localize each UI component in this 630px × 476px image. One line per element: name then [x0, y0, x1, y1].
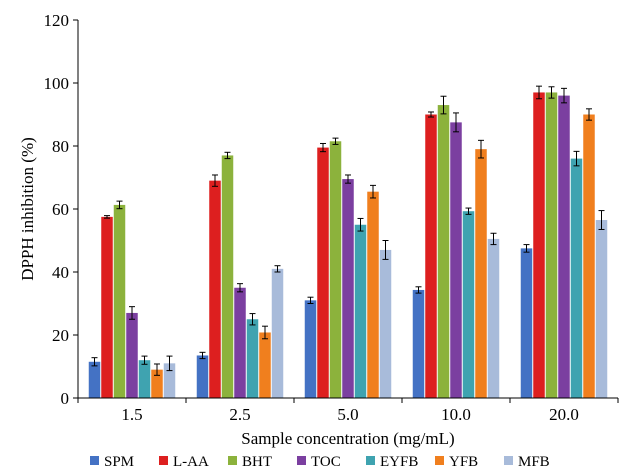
- bar-bht-10.0: [437, 105, 450, 399]
- bar-mfb-20.0: [595, 220, 608, 398]
- y-tick-label: 100: [44, 74, 70, 93]
- bar-toc-10.0: [450, 122, 462, 398]
- bar-l-aa-5.0: [317, 147, 329, 398]
- legend-swatch: [297, 456, 306, 465]
- legend-item-eyfb: EYFB: [366, 454, 418, 470]
- legend-item-l-aa: L-AA: [159, 454, 209, 470]
- bar-spm-10.0: [412, 289, 425, 398]
- x-tick-label: 10.0: [441, 405, 471, 424]
- legend-label: SPM: [104, 454, 134, 470]
- y-tick-label: 80: [52, 137, 69, 156]
- legend-swatch: [159, 456, 168, 465]
- y-tick-layer: 0 20 40 60 80 100 120: [44, 11, 78, 408]
- bar-l-aa-2.5: [209, 180, 221, 398]
- legend-label: L-AA: [173, 454, 209, 470]
- bar-mfb-1.5: [163, 363, 176, 398]
- bar-eyfb-5.0: [354, 224, 367, 398]
- x-tick-label: 5.0: [337, 405, 358, 424]
- bar-spm-2.5: [196, 355, 209, 398]
- y-tick-label: 0: [61, 389, 70, 408]
- y-tick-label: 60: [52, 200, 69, 219]
- y-tick-label: 40: [52, 263, 69, 282]
- bar-yfb-5.0: [367, 191, 379, 398]
- legend-swatch: [366, 456, 375, 465]
- legend-swatch: [90, 456, 99, 465]
- bar-bht-2.5: [221, 155, 234, 398]
- bar-toc-5.0: [342, 179, 354, 398]
- bar-mfb-2.5: [271, 268, 284, 398]
- bars-layer: [88, 85, 608, 399]
- x-tick-layer: 1.5 2.5 5.0 10.0 20.0: [77, 398, 619, 424]
- legend-item-spm: SPM: [90, 454, 134, 470]
- bar-l-aa-1.5: [101, 216, 113, 398]
- bar-toc-2.5: [234, 287, 246, 398]
- legend-item-mfb: MFB: [504, 454, 550, 470]
- bar-eyfb-2.5: [246, 319, 259, 398]
- bar-spm-20.0: [520, 248, 533, 398]
- legend: SPM L-AA BHT TOC EYFB YFB MFB: [90, 454, 550, 470]
- bar-mfb-10.0: [487, 238, 500, 398]
- legend-label: MFB: [518, 454, 550, 470]
- bar-eyfb-10.0: [462, 211, 475, 398]
- bar-yfb-20.0: [583, 114, 595, 398]
- x-tick-label: 1.5: [121, 405, 142, 424]
- legend-item-toc: TOC: [297, 454, 341, 470]
- y-axis-title: DPPH inhibition (%): [18, 137, 37, 281]
- x-tick-label: 2.5: [229, 405, 250, 424]
- bar-toc-1.5: [126, 312, 138, 398]
- bar-bht-5.0: [329, 141, 342, 398]
- x-tick-label: 20.0: [549, 405, 579, 424]
- bar-l-aa-10.0: [425, 114, 437, 398]
- legend-swatch: [435, 456, 444, 465]
- legend-swatch: [504, 456, 513, 465]
- y-tick-label: 20: [52, 326, 69, 345]
- x-axis-title: Sample concentration (mg/mL): [241, 429, 454, 448]
- bar-yfb-2.5: [259, 332, 271, 398]
- bar-yfb-10.0: [475, 149, 487, 398]
- bar-yfb-1.5: [151, 369, 163, 398]
- bar-spm-5.0: [304, 300, 317, 398]
- bar-spm-1.5: [88, 361, 101, 398]
- bar-eyfb-1.5: [138, 360, 151, 398]
- bar-mfb-5.0: [379, 249, 392, 398]
- bar-eyfb-20.0: [570, 158, 583, 398]
- bar-bht-20.0: [545, 92, 558, 398]
- bar-bht-1.5: [113, 204, 126, 398]
- legend-swatch: [228, 456, 237, 465]
- legend-label: YFB: [449, 454, 478, 470]
- bar-l-aa-20.0: [533, 92, 545, 398]
- legend-label: BHT: [242, 454, 272, 470]
- legend-item-yfb: YFB: [435, 454, 478, 470]
- legend-item-bht: BHT: [228, 454, 272, 470]
- bar-toc-20.0: [558, 95, 570, 398]
- legend-label: TOC: [311, 454, 341, 470]
- legend-label: EYFB: [380, 454, 418, 470]
- y-tick-label: 120: [44, 11, 70, 30]
